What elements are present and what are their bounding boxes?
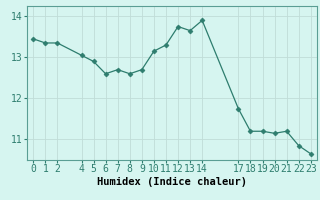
X-axis label: Humidex (Indice chaleur): Humidex (Indice chaleur) bbox=[97, 177, 247, 187]
